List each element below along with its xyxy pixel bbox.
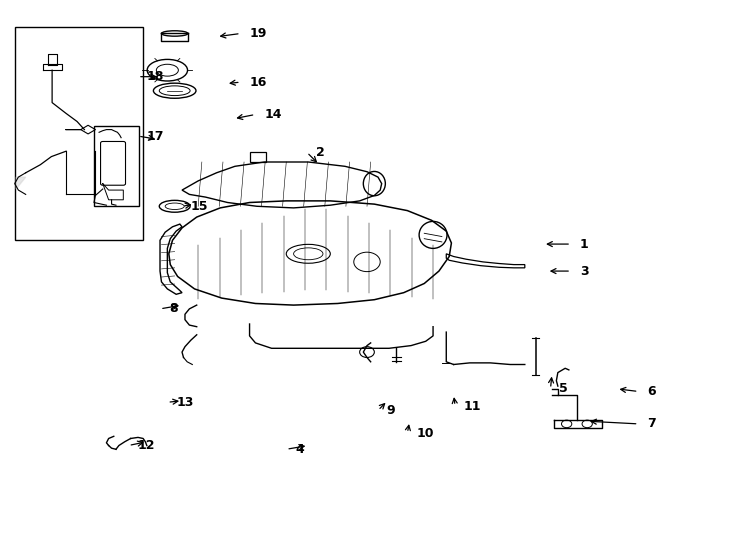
Text: 18: 18: [147, 70, 164, 83]
Text: 4: 4: [295, 443, 304, 456]
Text: 12: 12: [137, 439, 155, 452]
Text: 1: 1: [580, 238, 589, 251]
Text: 14: 14: [264, 108, 282, 121]
Text: 10: 10: [416, 427, 434, 440]
Text: 17: 17: [147, 130, 164, 143]
Text: 11: 11: [464, 400, 482, 413]
Text: 6: 6: [647, 385, 656, 398]
Text: 16: 16: [250, 76, 267, 89]
Bar: [15, 27, 143, 240]
Text: 2: 2: [316, 146, 324, 159]
Text: 8: 8: [169, 302, 178, 315]
Text: 9: 9: [387, 404, 396, 417]
Text: 19: 19: [250, 27, 267, 40]
Bar: [250, 152, 266, 162]
Text: 5: 5: [559, 382, 568, 395]
Text: 15: 15: [191, 200, 208, 213]
Polygon shape: [16, 177, 26, 189]
Bar: [94, 126, 139, 206]
Text: 13: 13: [176, 396, 194, 409]
Text: 3: 3: [580, 265, 589, 278]
Text: 7: 7: [647, 417, 656, 430]
